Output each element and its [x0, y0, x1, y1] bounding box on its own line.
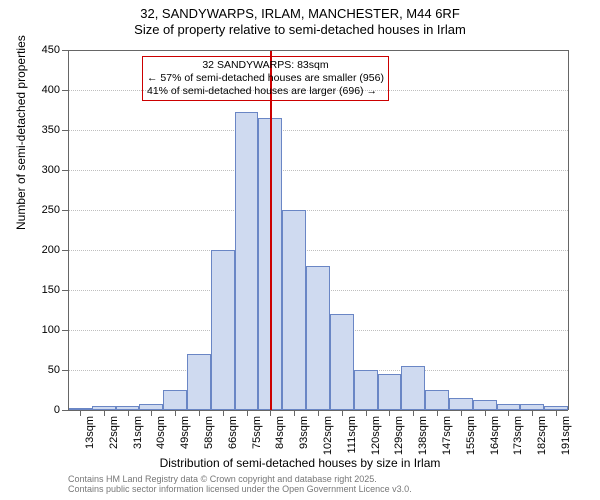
x-tick-label: 40sqm [155, 416, 167, 449]
x-tick-label: 31sqm [132, 416, 144, 449]
histogram-bar [163, 390, 187, 410]
y-axis-title: Number of semi-detached properties [14, 35, 28, 230]
annotation-box: 32 SANDYWARPS: 83sqm← 57% of semi-detach… [142, 56, 389, 101]
gridline [68, 170, 568, 171]
histogram-bar [378, 374, 402, 410]
x-tick-label: 22sqm [108, 416, 120, 449]
x-tick-label: 147sqm [441, 416, 453, 455]
histogram-bar [187, 354, 211, 410]
footer-attribution: Contains HM Land Registry data © Crown c… [68, 474, 412, 495]
annotation-line: ← 57% of semi-detached houses are smalle… [147, 72, 384, 85]
x-tick-label: 58sqm [203, 416, 215, 449]
x-tick-label: 138sqm [417, 416, 429, 455]
x-axis-title: Distribution of semi-detached houses by … [0, 456, 600, 470]
gridline [68, 250, 568, 251]
gridline [68, 210, 568, 211]
histogram-bar [235, 112, 259, 410]
x-tick-label: 75sqm [251, 416, 263, 449]
y-tick-label: 450 [42, 44, 60, 56]
right-axis-line [568, 50, 569, 410]
y-tick-label: 100 [42, 324, 60, 336]
x-tick-label: 102sqm [322, 416, 334, 455]
histogram-bar [425, 390, 449, 410]
y-tick-label: 400 [42, 84, 60, 96]
x-tick-label: 49sqm [179, 416, 191, 449]
histogram-bar [211, 250, 235, 410]
chart-title: 32, SANDYWARPS, IRLAM, MANCHESTER, M44 6… [0, 0, 600, 39]
footer-line-2: Contains public sector information licen… [68, 484, 412, 494]
gridline [68, 130, 568, 131]
x-tick-label: 182sqm [536, 416, 548, 455]
x-tick-label: 120sqm [370, 416, 382, 455]
y-tick-label: 0 [54, 404, 60, 416]
title-line-1: 32, SANDYWARPS, IRLAM, MANCHESTER, M44 6… [0, 6, 600, 22]
histogram-bar [282, 210, 306, 410]
histogram-bar [473, 400, 497, 410]
y-tick-label: 250 [42, 204, 60, 216]
x-tick-label: 93sqm [298, 416, 310, 449]
annotation-line: 32 SANDYWARPS: 83sqm [147, 59, 384, 72]
histogram-bar [354, 370, 378, 410]
x-tick-label: 164sqm [489, 416, 501, 455]
x-tick-label: 129sqm [393, 416, 405, 455]
x-tick-label: 84sqm [274, 416, 286, 449]
y-tick-label: 350 [42, 124, 60, 136]
histogram-bar [330, 314, 354, 410]
chart-plot-area: 05010015020025030035040045013sqm22sqm31s… [68, 50, 568, 410]
x-tick-label: 173sqm [512, 416, 524, 455]
histogram-bar [449, 398, 473, 410]
y-tick-label: 300 [42, 164, 60, 176]
y-tick-label: 200 [42, 244, 60, 256]
x-axis-line [68, 410, 568, 411]
top-axis-line [68, 50, 568, 51]
y-tick-label: 150 [42, 284, 60, 296]
x-tick-label: 191sqm [560, 416, 572, 455]
title-line-2: Size of property relative to semi-detach… [0, 22, 600, 38]
footer-line-1: Contains HM Land Registry data © Crown c… [68, 474, 412, 484]
highlight-line [270, 50, 272, 410]
annotation-line: 41% of semi-detached houses are larger (… [147, 85, 384, 98]
x-tick-label: 13sqm [84, 416, 96, 449]
histogram-bar [401, 366, 425, 410]
x-tick-label: 155sqm [465, 416, 477, 455]
x-tick-label: 66sqm [227, 416, 239, 449]
x-tick-label: 111sqm [346, 416, 358, 454]
y-tick-label: 50 [48, 364, 60, 376]
histogram-bar [306, 266, 330, 410]
y-axis-line [68, 50, 69, 410]
